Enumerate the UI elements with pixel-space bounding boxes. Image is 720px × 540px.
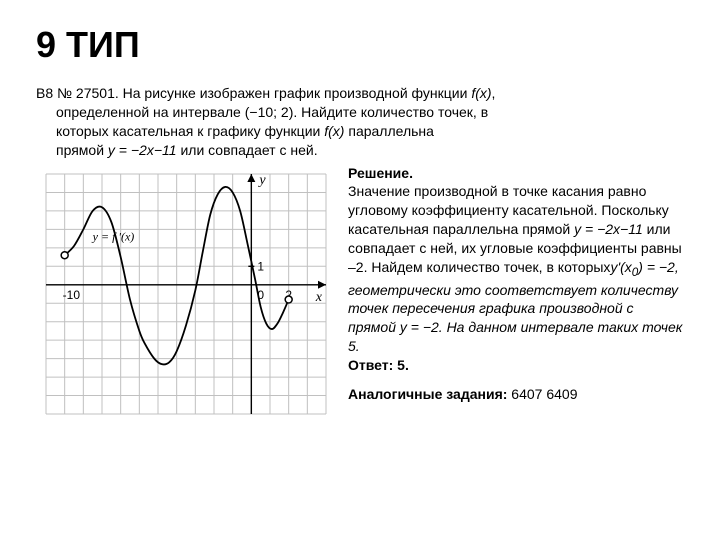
line2c: прямой xyxy=(56,142,108,158)
similar-vals: 6407 6409 xyxy=(507,386,577,402)
svg-text:y: y xyxy=(257,173,266,188)
fn1: f(x) xyxy=(471,85,491,101)
derivative-chart: -10210xyy = f '(x) xyxy=(36,164,336,424)
line2b: которых касательная к графику функции xyxy=(56,123,324,139)
answer-label: Ответ: xyxy=(348,357,393,373)
line2c-wrap: прямой y = −2x−11 или совпадает с ней. xyxy=(36,141,624,160)
answer-val: 5. xyxy=(393,357,409,373)
chart-container: -10210xyy = f '(x) xyxy=(36,164,336,424)
line2a: определенной на интервале (−10; 2). Найд… xyxy=(36,103,624,122)
t1: На рисунке изображен график производной … xyxy=(119,85,472,101)
svg-text:1: 1 xyxy=(257,259,264,273)
t1t: , xyxy=(492,85,496,101)
line2bt: параллельна xyxy=(344,123,433,139)
line2b-wrap: которых касательная к графику функции f(… xyxy=(36,122,624,141)
svg-text:y = f '(x): y = f '(x) xyxy=(92,229,135,243)
svg-text:x: x xyxy=(315,289,323,304)
problem-prefix: B8 № 27501. xyxy=(36,85,119,101)
eq: y = −2x−11 xyxy=(108,142,177,158)
solution-block: Решение. Значение производной в точке ка… xyxy=(348,164,684,424)
deriv: y'(x xyxy=(610,259,631,275)
similar-label: Аналогичные задания: xyxy=(348,386,507,402)
svg-text:-10: -10 xyxy=(63,287,81,301)
solution-heading: Решение. xyxy=(348,165,413,181)
eq1: y = −2x−11 xyxy=(574,221,643,237)
fn2: f(x) xyxy=(324,123,344,139)
problem-text: B8 № 27501. На рисунке изображен график … xyxy=(36,84,684,160)
derivt: ) = −2, xyxy=(638,259,678,275)
page-title: 9 ТИП xyxy=(36,24,684,66)
line2ct: или совпадает с ней. xyxy=(177,142,318,158)
eq2: y = −2 xyxy=(400,319,439,335)
